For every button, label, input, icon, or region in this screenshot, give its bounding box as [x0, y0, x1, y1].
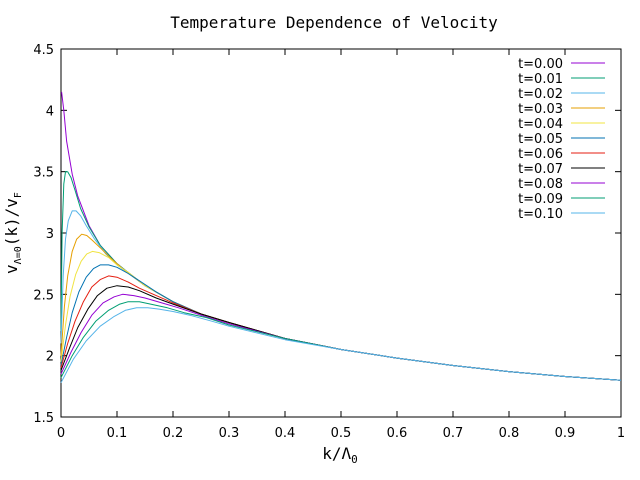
series-line-3 [60, 233, 622, 381]
legend-label: t=0.10 [518, 207, 563, 222]
y-axis-label-mid: (k)/v [2, 198, 21, 246]
x-tick-label: 0.6 [387, 426, 408, 441]
series-group [60, 91, 622, 383]
legend-label: t=0.06 [518, 147, 563, 162]
legend-label: t=0.04 [518, 117, 563, 132]
legend-label: t=0.03 [518, 102, 563, 117]
legend-label: t=0.02 [518, 87, 563, 102]
x-tick-label: 0.5 [331, 426, 352, 441]
legend-label: t=0.05 [518, 132, 563, 147]
y-tick-label: 4 [46, 104, 54, 119]
y-axis-label-sub2: F [13, 192, 24, 198]
chart-title: Temperature Dependence of Velocity [170, 13, 498, 32]
x-tick-label: 0 [57, 426, 65, 441]
x-tick-label: 0.2 [163, 426, 184, 441]
y-axis-label-base: v [2, 264, 21, 274]
y-tick-label: 1.5 [33, 411, 54, 426]
y-axis-label-sub1: Λ=0 [13, 246, 24, 264]
plot-frame [60, 48, 622, 418]
series-line-9 [60, 301, 622, 381]
series-line-8 [60, 293, 622, 381]
y-tick-label: 2.5 [33, 288, 54, 303]
y-tick-label: 2 [46, 350, 54, 365]
legend: t=0.00t=0.01t=0.02t=0.03t=0.04t=0.05t=0.… [518, 57, 605, 222]
x-axis-label-base: k/Λ [322, 444, 351, 463]
series-line-10 [60, 307, 622, 383]
x-tick-label: 0.8 [499, 426, 520, 441]
series-line-7 [60, 285, 622, 381]
y-tick-label: 4.5 [33, 43, 54, 58]
x-tick-label: 0.9 [555, 426, 576, 441]
y-tick-label: 3 [46, 227, 54, 242]
legend-label: t=0.00 [518, 57, 563, 72]
tick-group: 0 0.1 0.2 0.3 0.4 0.5 0.6 0.7 0.8 0.9 1 1.5 2 2.5 3 3.5… [33, 43, 625, 441]
series-line-6 [60, 275, 622, 381]
y-axis-label: vΛ=0(k)/vF [2, 192, 24, 274]
x-tick-label: 0.1 [107, 426, 128, 441]
legend-label: t=0.08 [518, 177, 563, 192]
x-tick-label: 0.4 [275, 426, 296, 441]
y-tick-label: 3.5 [33, 166, 54, 181]
legend-label: t=0.09 [518, 192, 563, 207]
x-tick-label: 0.7 [443, 426, 464, 441]
series-line-2 [60, 210, 622, 381]
legend-label: t=0.01 [518, 72, 563, 87]
x-tick-label: 1 [617, 426, 625, 441]
series-line-5 [60, 264, 622, 381]
x-axis-label: k/Λ0 [322, 444, 358, 466]
x-tick-label: 0.3 [219, 426, 240, 441]
series-line-4 [60, 250, 622, 381]
x-axis-label-sub: 0 [351, 453, 358, 466]
legend-label: t=0.07 [518, 162, 563, 177]
